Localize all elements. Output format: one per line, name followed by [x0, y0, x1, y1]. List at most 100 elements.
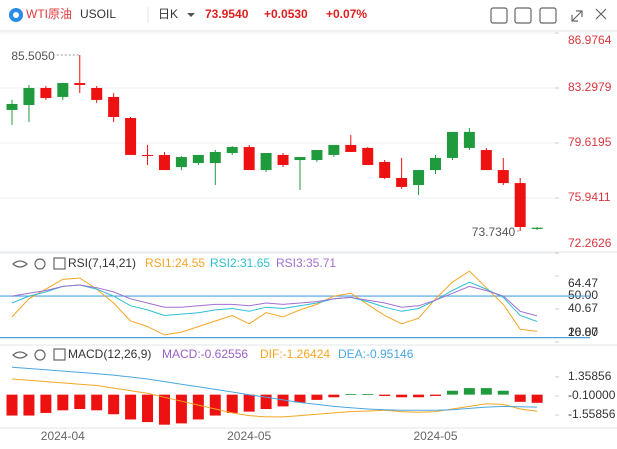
y-tick-label: 1.35856 — [568, 369, 612, 383]
histogram-bar — [311, 394, 323, 400]
candle-body — [277, 154, 289, 165]
candle-body — [108, 96, 120, 117]
histogram-bar — [446, 390, 458, 395]
settings[interactable] — [34, 349, 46, 361]
histogram-bar — [463, 388, 475, 395]
candle-body — [91, 87, 103, 100]
candle-body — [243, 147, 255, 171]
histogram-bar — [6, 394, 18, 416]
toggle-visibility[interactable] — [12, 260, 28, 268]
candle-body — [40, 87, 52, 98]
histogram-bar — [74, 394, 86, 410]
settings[interactable] — [34, 258, 46, 270]
candle-body — [74, 83, 86, 85]
change-pct: +0.07% — [326, 7, 367, 21]
candle-body — [328, 144, 340, 155]
candle-body — [497, 170, 509, 184]
histogram-bar — [379, 394, 391, 396]
candle-body — [531, 227, 543, 229]
x-tick-label: 2024-05 — [227, 429, 271, 443]
legend-entry: DEA:-0.95146 — [338, 347, 414, 361]
histogram-bar — [480, 388, 492, 395]
histogram-bar — [514, 394, 526, 402]
histogram-bar — [362, 394, 374, 395]
candle-body — [379, 161, 391, 178]
histogram-bar — [345, 394, 357, 395]
header: WTI原油 USOIL 日K 73.9540 +0.0530 +0.07% — [0, 7, 617, 32]
candle-body — [175, 157, 187, 168]
candle-body — [158, 154, 170, 171]
histogram-bar — [23, 394, 35, 416]
histogram-bar — [497, 390, 509, 395]
y-tick-label: 64.47 — [568, 276, 598, 290]
indicator-line — [11, 281, 538, 322]
expand-button[interactable] — [571, 10, 583, 22]
candle-body — [226, 147, 238, 154]
indicator-line — [11, 284, 538, 317]
y-tick-label: 40.67 — [568, 301, 598, 315]
legend-entry: RSI3:35.71 — [276, 256, 336, 270]
candle-body — [430, 157, 441, 171]
y-tick-label: 86.9764 — [568, 33, 612, 47]
candle-body — [294, 157, 306, 161]
histogram-bar — [57, 394, 69, 411]
histogram-bar — [243, 394, 255, 412]
histogram-bar — [125, 394, 137, 420]
rsi-toolbar — [12, 257, 66, 270]
y-tick-label: 83.2979 — [568, 80, 612, 94]
y-tick-label: 75.9411 — [568, 190, 611, 204]
histogram-bar — [108, 394, 120, 415]
indicator-line — [11, 366, 538, 411]
change: +0.0530 — [264, 7, 308, 21]
histogram-bar — [277, 394, 289, 407]
y-tick-label: 50.00 — [568, 288, 598, 302]
candle-body — [311, 150, 323, 161]
candle-body — [446, 131, 458, 158]
candle-body — [413, 170, 425, 186]
candle-body — [345, 144, 357, 152]
y-tick-label: -1.55856 — [568, 407, 616, 421]
histogram-bar — [328, 394, 340, 398]
candle-body — [463, 131, 475, 148]
period[interactable]: 日K — [158, 7, 178, 21]
logo-dot — [13, 12, 19, 18]
histogram-bar — [91, 394, 103, 411]
price: 73.9540 — [205, 7, 249, 21]
chart-type-button[interactable] — [539, 7, 557, 24]
candle-body — [260, 153, 272, 171]
add-indicator[interactable] — [53, 348, 66, 361]
legend-entry: MACD:-0.62556 — [162, 347, 248, 361]
indicator-button[interactable] — [514, 7, 532, 24]
draw-tool-button[interactable] — [490, 7, 508, 24]
candle-body — [125, 118, 137, 155]
toggle-visibility[interactable] — [12, 351, 28, 359]
candle-body — [6, 103, 18, 110]
y-tick-label: 20.00 — [568, 325, 598, 339]
legend-entry: DIF:-1.26424 — [260, 347, 330, 361]
x-tick-label: 2024-05 — [413, 429, 457, 443]
legend-entry: RSI1:24.55 — [145, 256, 205, 270]
candle-body — [480, 150, 492, 171]
histogram-bar — [209, 394, 221, 416]
histogram-bar — [260, 394, 272, 410]
macd-toolbar — [12, 348, 66, 361]
x-tick-label: 2024-04 — [41, 429, 85, 443]
histogram-bar — [192, 394, 204, 420]
histogram-bar — [396, 394, 408, 398]
histogram-bar — [531, 394, 543, 403]
candle-body — [57, 83, 69, 97]
period-caret[interactable] — [187, 13, 195, 17]
candle-body — [209, 151, 221, 164]
histogram-bar — [158, 394, 170, 425]
close-button[interactable] — [595, 8, 607, 20]
candle-body — [142, 154, 154, 157]
histogram-bar — [226, 394, 238, 413]
y-tick-label: 72.2626 — [568, 236, 612, 250]
add-indicator[interactable] — [53, 257, 66, 270]
histogram-bar — [430, 394, 441, 396]
annotation-label: 85.5050 — [11, 49, 55, 63]
indicator-title: RSI(7,14,21) — [68, 256, 136, 270]
histogram-bar — [142, 394, 154, 423]
indicator-line — [11, 270, 538, 336]
